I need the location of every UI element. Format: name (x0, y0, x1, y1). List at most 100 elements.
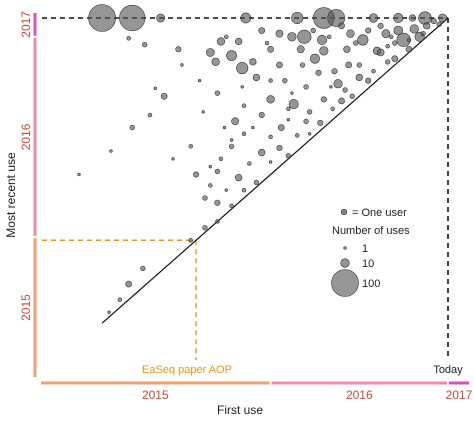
data-point (129, 124, 135, 131)
data-point (268, 134, 273, 140)
data-point (423, 22, 431, 30)
data-point (430, 18, 437, 25)
y-band-label-0: 2015 (19, 294, 33, 321)
data-point (267, 45, 274, 53)
x-band-label-2: 2017 (446, 388, 473, 402)
data-point (218, 156, 224, 162)
data-point (264, 40, 270, 46)
data-point (303, 118, 309, 124)
data-point (356, 62, 362, 68)
data-point (309, 53, 320, 64)
data-point (214, 90, 221, 96)
data-point (385, 43, 390, 49)
data-point (202, 195, 208, 201)
data-point (408, 14, 417, 22)
data-points (77, 4, 448, 314)
data-point (420, 31, 426, 37)
data-point (198, 78, 202, 83)
legend-title: Number of uses (332, 225, 410, 237)
data-point (299, 62, 306, 68)
data-point (77, 172, 81, 177)
y-band-label-2: 2017 (19, 11, 33, 38)
data-point (285, 153, 291, 159)
data-point (156, 13, 165, 23)
data-point (355, 73, 363, 82)
legend-size-label-1: 10 (362, 258, 374, 270)
data-point (193, 171, 200, 178)
data-point (228, 143, 235, 149)
data-point (357, 34, 369, 46)
data-point (391, 55, 399, 63)
data-point (333, 79, 343, 89)
data-point (353, 40, 359, 46)
data-point (286, 118, 290, 122)
data-point (365, 27, 372, 34)
data-point (327, 9, 346, 27)
data-point (295, 133, 300, 138)
data-point (229, 203, 234, 209)
data-point (107, 310, 111, 314)
data-point (381, 29, 391, 39)
data-point (205, 48, 215, 57)
data-point (436, 21, 442, 27)
legend-size-label-0: 1 (362, 243, 368, 255)
data-point (119, 4, 146, 32)
diagonal-line (101, 17, 449, 324)
data-point (330, 106, 335, 111)
data-point (153, 86, 157, 91)
data-point (180, 63, 184, 67)
data-point (310, 27, 316, 34)
data-point (320, 96, 327, 103)
data-point (240, 12, 252, 24)
data-point (291, 11, 304, 25)
year-bands: 2015 2016 2017 2015 2016 2017 (19, 11, 473, 402)
data-point (160, 92, 168, 100)
data-point (208, 165, 212, 169)
data-point (276, 61, 283, 69)
data-point (276, 144, 283, 151)
data-point (188, 144, 193, 149)
data-point (393, 13, 404, 23)
data-point (286, 106, 291, 111)
data-point (393, 25, 404, 36)
data-point (345, 61, 352, 69)
data-point (88, 4, 116, 32)
data-point (376, 48, 385, 57)
data-point (208, 183, 213, 188)
data-point (249, 58, 257, 66)
data-point (126, 36, 131, 41)
data-point (231, 117, 240, 126)
data-point (385, 59, 391, 65)
data-point (317, 34, 328, 45)
data-point (140, 265, 146, 272)
data-point (268, 160, 273, 164)
data-point (211, 57, 220, 66)
data-point (268, 78, 273, 83)
data-point (258, 112, 265, 119)
data-point (251, 125, 255, 130)
data-point (142, 41, 148, 48)
data-point (288, 99, 299, 110)
data-point (224, 188, 228, 192)
x-band-label-0: 2015 (142, 388, 169, 402)
data-point (247, 161, 252, 166)
data-point (202, 225, 208, 231)
y-axis-label: Most recent use (4, 152, 18, 238)
data-point (214, 168, 221, 175)
data-point (338, 97, 345, 105)
data-point (258, 149, 266, 157)
data-point (287, 32, 297, 42)
x-band-label-1: 2016 (346, 388, 373, 402)
data-point (349, 93, 355, 99)
data-point (405, 45, 413, 53)
data-point (418, 11, 432, 25)
data-point (253, 179, 260, 185)
data-point (365, 77, 372, 84)
data-point (109, 149, 113, 153)
data-point (266, 95, 275, 104)
data-point (252, 73, 261, 82)
x-axis-label: First use (217, 403, 263, 417)
data-point (296, 45, 305, 54)
data-point (290, 91, 294, 95)
data-point (171, 157, 175, 161)
